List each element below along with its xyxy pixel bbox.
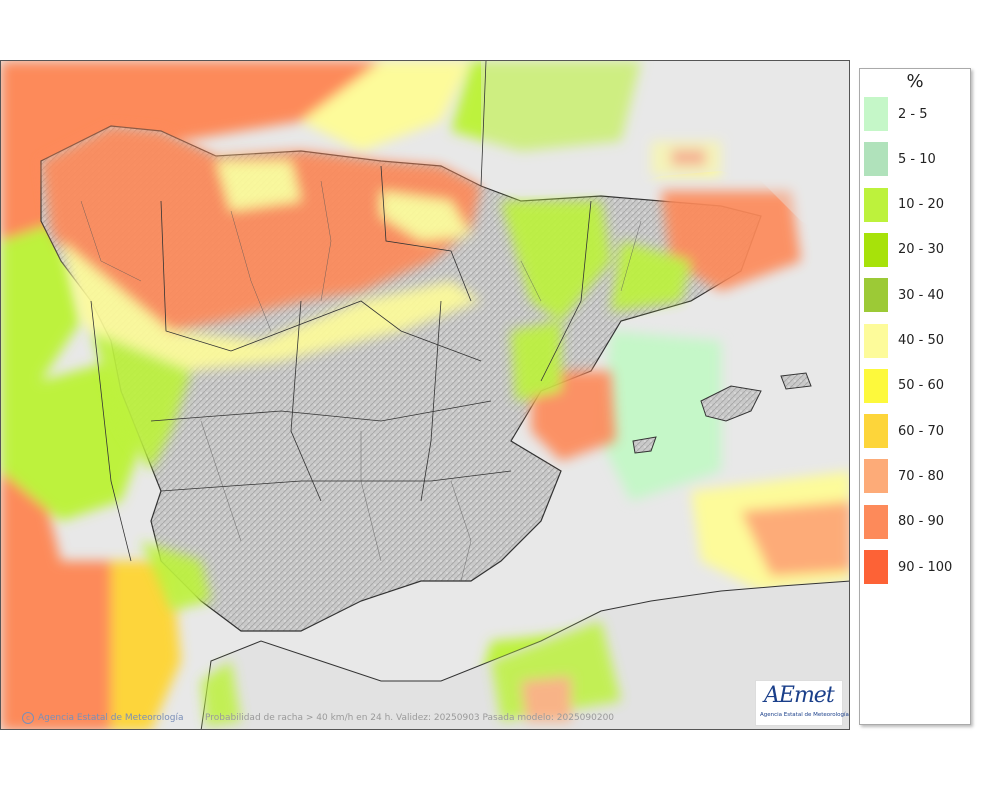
legend-item: 70 - 80 [864,459,945,494]
legend-title: % [906,71,924,92]
legend-swatch [864,459,888,494]
legend-label: 10 - 20 [898,197,945,213]
legend-label: 80 - 90 [898,514,945,530]
probability-map-graphic [1,61,849,729]
legend-label: 90 - 100 [898,559,953,575]
land-probability-fields [41,126,801,611]
aemet-logo: AEmet Agencia Estatal de Meteorología [755,680,849,726]
ibiza [632,436,657,454]
credits-text: Agencia Estatal de Meteorología [38,713,184,723]
region-borders [90,61,592,562]
legend-item: 90 - 100 [864,550,952,584]
legend-label: 20 - 30 [898,242,945,258]
mallorca [700,385,762,422]
legend-item: 10 - 20 [864,187,945,222]
legend-swatch [864,142,888,177]
legend-label: 2 - 5 [898,106,928,122]
africa-probability-fields [201,621,621,726]
legend-swatch [864,232,888,267]
legend-item: 80 - 90 [864,504,945,539]
legend-swatch [864,550,888,584]
legend-swatch [864,278,888,313]
legend-item: 50 - 60 [864,368,945,403]
legend-item: 40 - 50 [864,323,945,358]
france-area [481,61,849,250]
logo-subtitle: Agencia Estatal de Meteorología [760,712,849,718]
legend-label: 30 - 40 [898,287,945,303]
legend-item: 60 - 70 [864,414,945,449]
legend-swatch [864,97,888,131]
legend-swatch [864,187,888,222]
legend-label: 70 - 80 [898,468,945,484]
legend-label: 50 - 60 [898,378,945,394]
legend-swatch [864,368,888,403]
legend: % 2 - 5 5 - 10 10 - 20 20 - 30 30 - 40 40 - 5… [859,68,971,725]
logo-wordmark: AEmet [764,683,835,708]
forecast-map [0,60,850,730]
legend-item: 20 - 30 [864,232,945,267]
menorca [780,372,812,390]
legend-item: 5 - 10 [864,142,936,177]
province-borders [80,180,642,582]
legend-swatch [864,504,888,539]
credits: c Agencia Estatal de Meteorología [22,712,184,724]
legend-label: 60 - 70 [898,423,945,439]
legend-item: 30 - 40 [864,278,945,313]
legend-label: 5 - 10 [898,151,936,167]
copyright-icon: c [22,712,34,724]
legend-swatch [864,414,888,449]
legend-swatch [864,323,888,358]
legend-item: 2 - 5 [864,97,928,131]
legend-label: 40 - 50 [898,333,945,348]
map-caption: Probabilidad de racha > 40 km/h en 24 h.… [205,713,615,723]
